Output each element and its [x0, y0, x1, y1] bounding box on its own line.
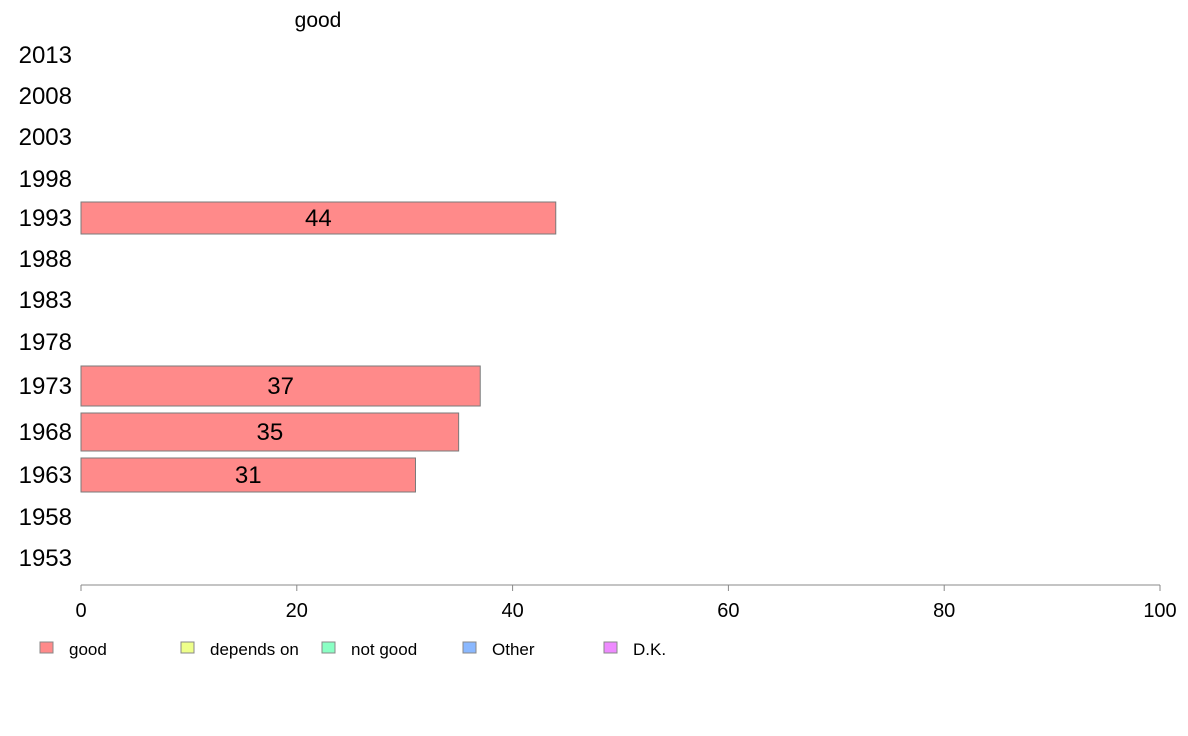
legend-swatch-good [39, 641, 54, 654]
x-tick-label-0: 0 [75, 600, 86, 622]
bar-1968 [80, 412, 460, 452]
legend-label-other: Other [492, 640, 535, 659]
x-tick-label-20: 20 [286, 600, 308, 622]
bar-value-label-1993: 44 [305, 205, 332, 232]
x-tick-label-100: 100 [1143, 600, 1176, 622]
bars: 44 37 35 31 [80, 201, 557, 493]
legend-label-not-good: not good [351, 640, 417, 659]
legend: good depends on not good Other D.K. [39, 640, 666, 659]
year-label-1958: 1958 [19, 504, 72, 531]
bar-value-label-1963: 31 [235, 462, 262, 489]
legend-swatch-d-k [603, 641, 618, 654]
bar-value-label-1973: 37 [267, 373, 294, 400]
year-label-2013: 2013 [19, 42, 72, 69]
x-tick-label-80: 80 [933, 600, 955, 622]
legend-label-d-k: D.K. [633, 640, 666, 659]
x-axis: 0 20 40 60 80 100 [75, 584, 1177, 622]
bar-1993 [80, 201, 557, 235]
x-tick-label-40: 40 [501, 600, 523, 622]
legend-label-good: good [69, 640, 107, 659]
x-tick-label-60: 60 [717, 600, 739, 622]
year-label-1978: 1978 [19, 329, 72, 356]
year-labels: 2013 2008 2003 1998 1993 1988 1983 1978 1973 1968… [19, 42, 72, 572]
year-label-1973: 1973 [19, 373, 72, 400]
year-label-1998: 1998 [19, 166, 72, 193]
year-label-1988: 1988 [19, 246, 72, 273]
bar-1963 [80, 457, 416, 493]
year-label-1993: 1993 [19, 205, 72, 232]
chart-title: good [295, 9, 342, 32]
year-label-2008: 2008 [19, 83, 72, 110]
year-label-1953: 1953 [19, 545, 72, 572]
legend-swatch-not-good [321, 641, 336, 654]
year-label-1968: 1968 [19, 419, 72, 446]
year-label-2003: 2003 [19, 124, 72, 151]
bar-value-label-1968: 35 [256, 419, 283, 446]
year-label-1983: 1983 [19, 287, 72, 314]
legend-swatch-other [462, 641, 477, 654]
year-label-1963: 1963 [19, 462, 72, 489]
legend-swatch-depends-on [180, 641, 195, 654]
legend-label-depends-on: depends on [210, 640, 299, 659]
bar-1973 [80, 365, 481, 407]
